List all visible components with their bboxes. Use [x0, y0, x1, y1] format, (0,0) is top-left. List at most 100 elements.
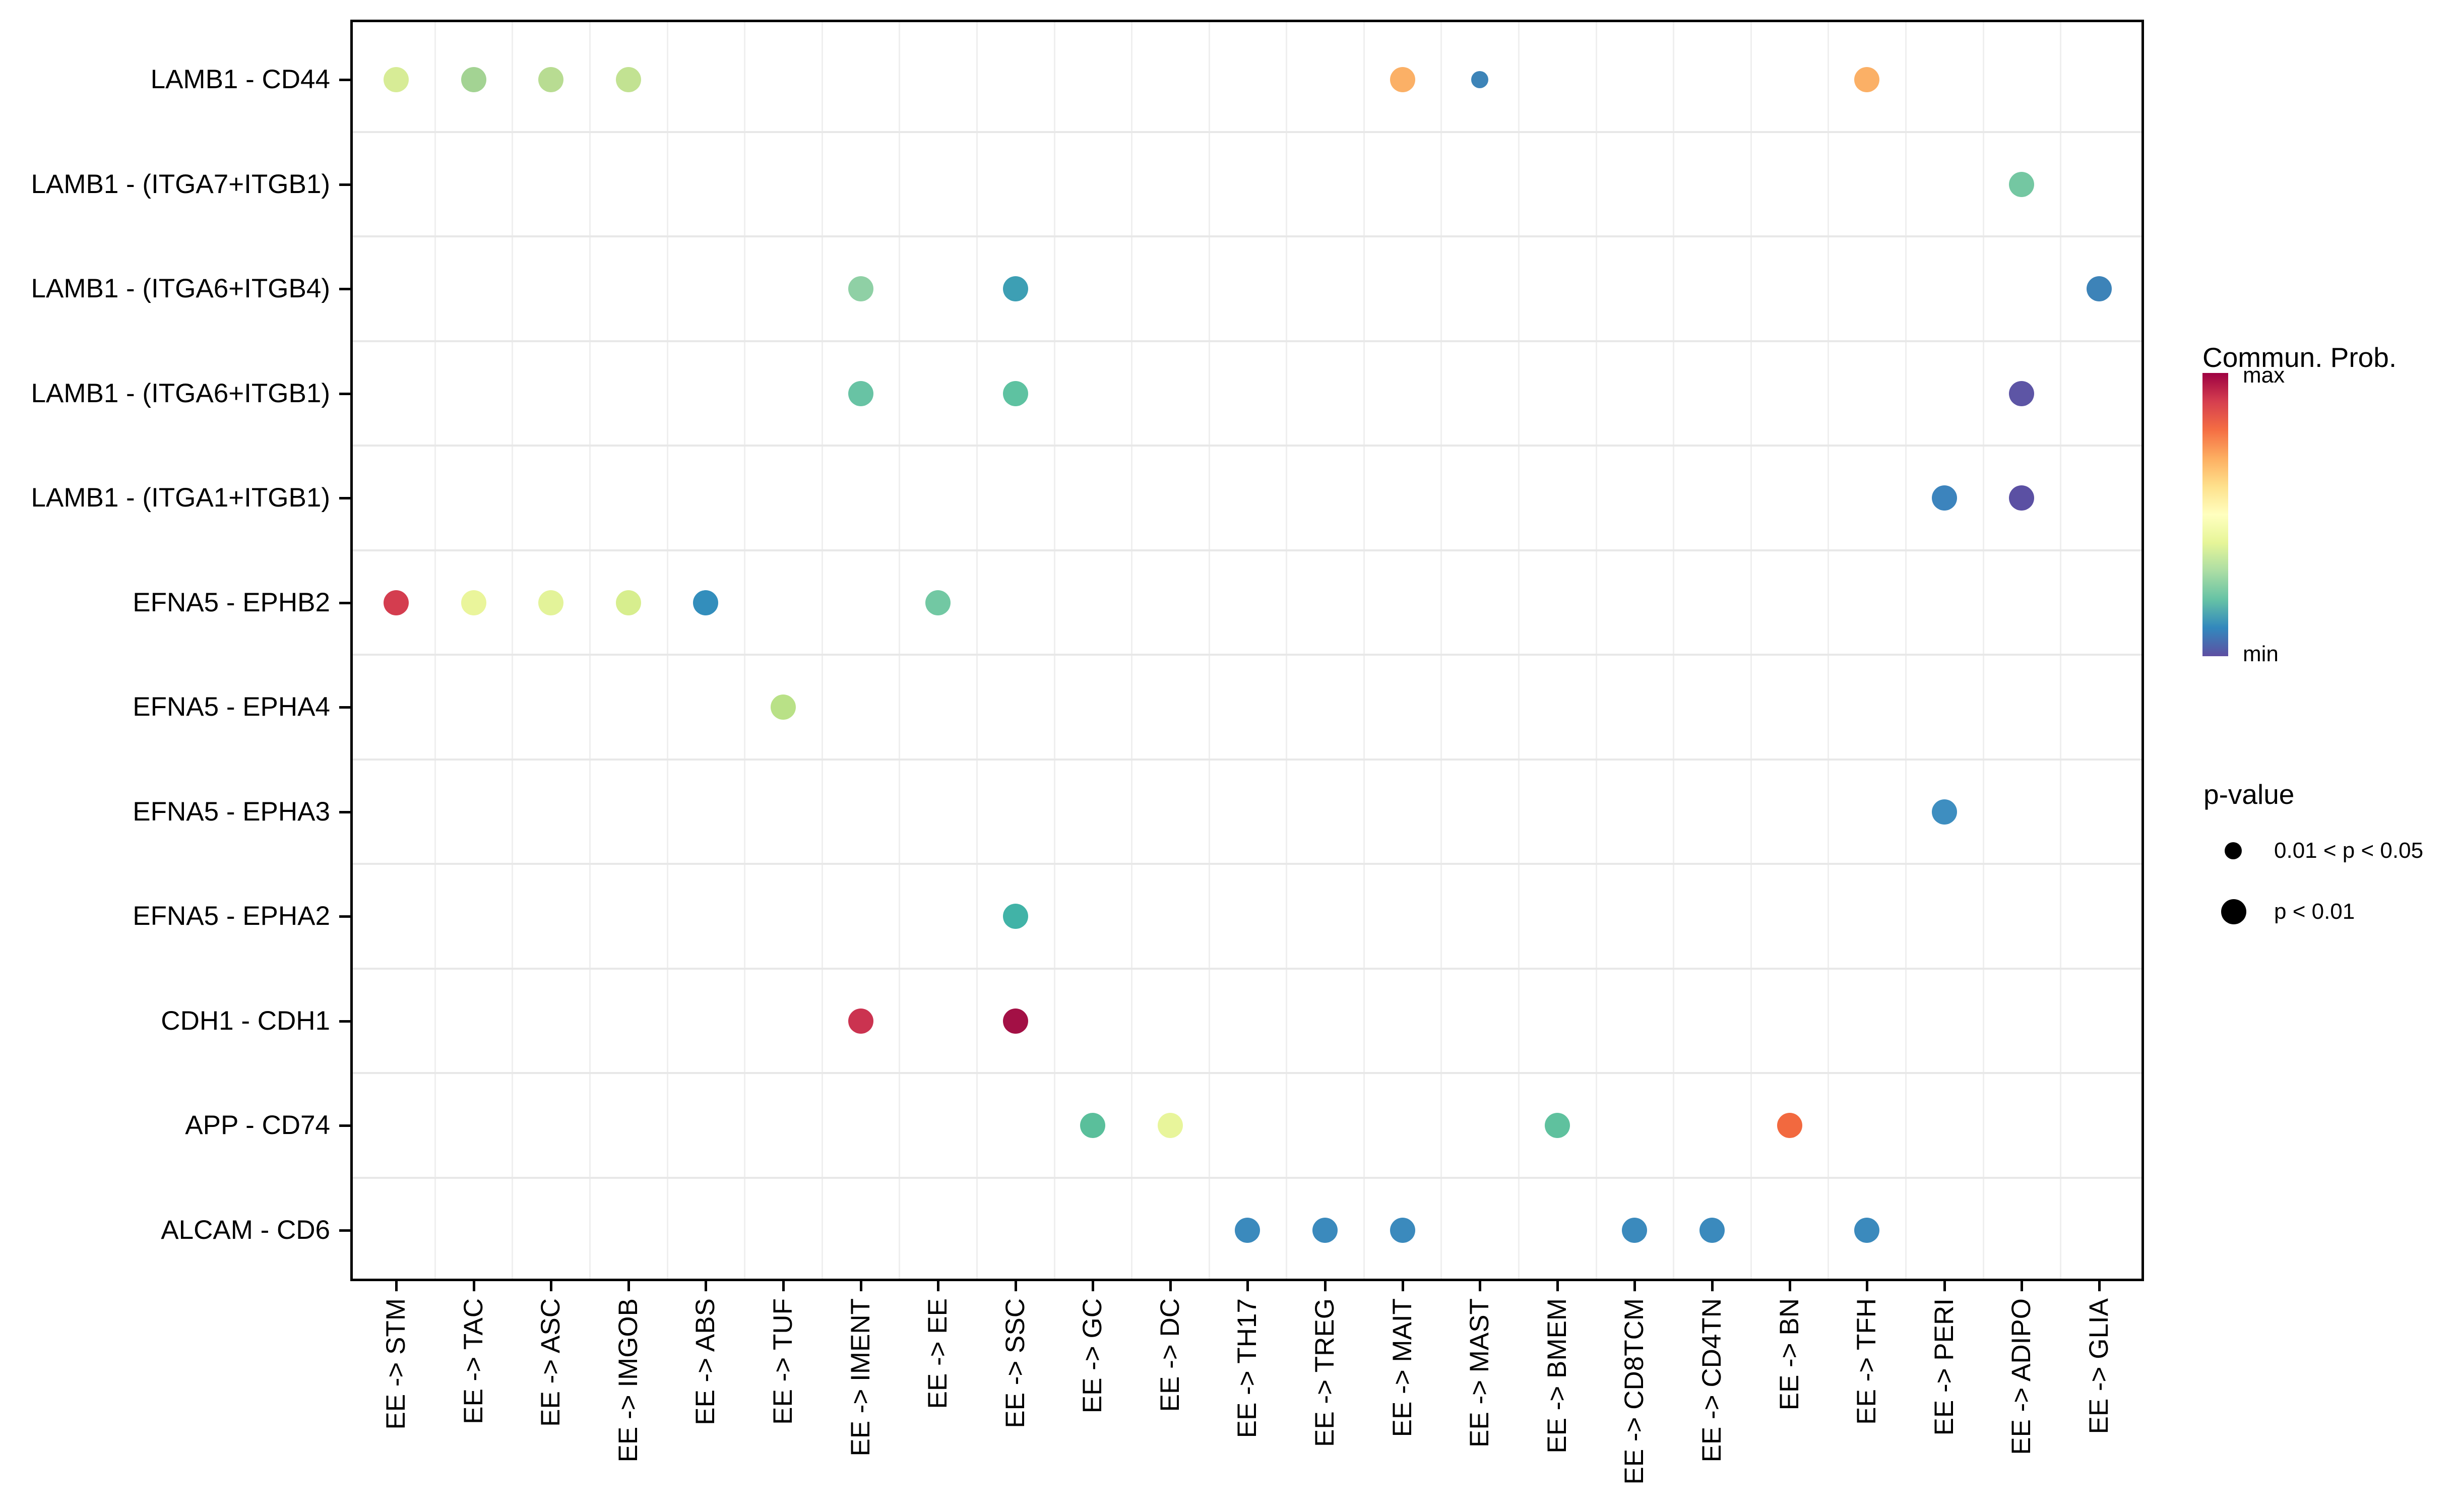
- pvalue-title: p-value: [2203, 779, 2295, 810]
- data-point: [384, 67, 409, 92]
- y-axis-tick-label: ALCAM - CD6: [161, 1215, 330, 1245]
- x-axis-tick-label: EE -> MAIT: [1387, 1298, 1417, 1437]
- x-axis-tick: [1788, 1281, 1791, 1291]
- data-point: [1854, 1217, 1880, 1243]
- data-point: [1699, 1217, 1725, 1243]
- gridline: [1982, 22, 1984, 1279]
- data-point: [1622, 1217, 1648, 1243]
- gridline: [353, 445, 2141, 447]
- gridline: [512, 22, 514, 1279]
- x-axis-tick: [2021, 1281, 2024, 1291]
- y-axis-tick-label: LAMB1 - (ITGA1+ITGB1): [31, 483, 330, 513]
- data-point: [1235, 1217, 1261, 1243]
- data-point: [1390, 1217, 1415, 1243]
- colorbar-gradient: [2202, 373, 2228, 656]
- colorbar-min-label: min: [2243, 642, 2279, 666]
- colorbar-max-label: max: [2243, 363, 2285, 388]
- x-axis-tick: [1324, 1281, 1327, 1291]
- x-axis-tick-label: EE -> ABS: [690, 1298, 721, 1425]
- gridline: [353, 1072, 2141, 1075]
- x-axis-tick-label: EE -> CD4TN: [1697, 1298, 1727, 1463]
- data-point: [1471, 71, 1489, 88]
- y-axis-tick-label: APP - CD74: [185, 1110, 330, 1140]
- gridline: [1053, 22, 1055, 1279]
- gridline: [1131, 22, 1133, 1279]
- x-axis-tick: [1556, 1281, 1559, 1291]
- x-axis-tick: [550, 1281, 553, 1291]
- x-axis-tick-label: EE -> MAST: [1465, 1298, 1495, 1447]
- gridline: [353, 654, 2141, 656]
- legend: Commun. Prob. max min p-value 0.01 < p <…: [2192, 323, 2457, 978]
- x-axis-tick: [1943, 1281, 1946, 1291]
- y-axis-tick-label: CDH1 - CDH1: [161, 1005, 330, 1036]
- data-point: [848, 276, 873, 301]
- x-axis-tick: [1014, 1281, 1017, 1291]
- gridline: [1750, 22, 1752, 1279]
- gridline: [899, 22, 901, 1279]
- x-axis-tick: [1866, 1281, 1869, 1291]
- pvalue-small-dot-icon: [2225, 842, 2242, 859]
- pvalue-large-dot-icon: [2221, 899, 2246, 924]
- y-axis-tick: [339, 288, 350, 290]
- pvalue-small-label: 0.01 < p < 0.05: [2274, 838, 2424, 863]
- x-axis-tick-label: EE -> TUF: [768, 1298, 798, 1425]
- x-axis-tick: [1169, 1281, 1172, 1291]
- data-point: [848, 1008, 873, 1034]
- x-axis-tick: [1711, 1281, 1714, 1291]
- data-point: [538, 67, 564, 92]
- data-point: [2009, 171, 2035, 197]
- gridline: [1518, 22, 1520, 1279]
- x-axis-tick-label: EE -> EE: [923, 1298, 953, 1409]
- gridline: [1595, 22, 1597, 1279]
- y-axis-tick-label: LAMB1 - (ITGA6+ITGB4): [31, 274, 330, 303]
- data-point: [693, 590, 719, 615]
- data-point: [1390, 67, 1415, 92]
- x-axis-tick: [782, 1281, 785, 1291]
- data-point: [2009, 381, 2035, 406]
- data-point: [615, 590, 641, 615]
- x-axis-tick-label: EE -> STM: [381, 1298, 411, 1430]
- y-axis-tick-label: EFNA5 - EPHA2: [133, 901, 330, 931]
- y-axis-tick: [339, 1229, 350, 1232]
- y-axis-tick: [339, 601, 350, 604]
- data-point: [1002, 904, 1028, 929]
- gridline: [976, 22, 978, 1279]
- x-axis-tick: [937, 1281, 940, 1291]
- gridline: [353, 340, 2141, 342]
- y-axis-tick-label: LAMB1 - (ITGA6+ITGB1): [31, 378, 330, 408]
- x-axis-tick: [705, 1281, 708, 1291]
- x-axis-tick-label: EE -> TH17: [1232, 1298, 1263, 1438]
- gridline: [353, 131, 2141, 133]
- data-point: [770, 695, 796, 720]
- x-axis-tick: [1246, 1281, 1249, 1291]
- x-axis-tick-label: EE -> ASC: [536, 1298, 566, 1427]
- x-axis-tick-label: EE -> BMEM: [1542, 1298, 1572, 1454]
- gridline: [2060, 22, 2062, 1279]
- gridline: [744, 22, 746, 1279]
- gridline: [353, 967, 2141, 970]
- gridline: [353, 1176, 2141, 1179]
- x-axis-tick-label: EE -> IMGOB: [613, 1298, 643, 1463]
- x-axis-tick: [2098, 1281, 2101, 1291]
- y-axis-tick: [339, 1124, 350, 1127]
- y-axis-tick: [339, 810, 350, 813]
- x-axis-tick: [1633, 1281, 1636, 1291]
- pvalue-large-label: p < 0.01: [2274, 899, 2355, 924]
- data-point: [1777, 1113, 1802, 1138]
- x-axis-tick-label: EE -> TREG: [1310, 1298, 1340, 1447]
- data-point: [925, 590, 951, 615]
- x-axis-tick: [1401, 1281, 1404, 1291]
- y-axis-tick: [339, 1020, 350, 1023]
- y-axis-tick-label: EFNA5 - EPHB2: [133, 587, 330, 617]
- x-axis-tick-label: EE -> IMENT: [845, 1298, 875, 1457]
- data-point: [2009, 485, 2035, 511]
- data-point: [1544, 1113, 1570, 1138]
- data-point: [1080, 1113, 1106, 1138]
- y-axis-tick: [339, 497, 350, 499]
- gridline: [353, 235, 2141, 238]
- x-axis-tick-label: EE -> BN: [1774, 1298, 1804, 1411]
- data-point: [384, 590, 409, 615]
- gridline: [1208, 22, 1210, 1279]
- data-point: [1002, 381, 1028, 406]
